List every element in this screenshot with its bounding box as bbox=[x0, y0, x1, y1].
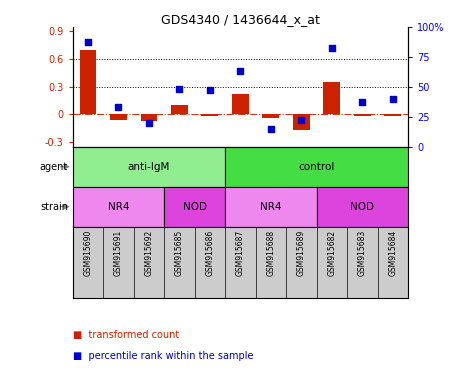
Text: NR4: NR4 bbox=[260, 202, 281, 212]
Text: GSM915683: GSM915683 bbox=[358, 230, 367, 276]
Text: ■  transformed count: ■ transformed count bbox=[73, 330, 179, 340]
Text: GSM915687: GSM915687 bbox=[236, 230, 245, 276]
Bar bbox=[354, 114, 371, 116]
Point bbox=[267, 126, 274, 132]
Text: anti-IgM: anti-IgM bbox=[128, 162, 170, 172]
Point bbox=[328, 45, 335, 51]
Text: control: control bbox=[298, 162, 335, 172]
Bar bbox=[171, 105, 188, 114]
Bar bbox=[317, 187, 408, 227]
Bar bbox=[232, 94, 249, 114]
Point bbox=[175, 86, 183, 92]
Point bbox=[114, 104, 122, 110]
Point bbox=[358, 99, 366, 106]
Bar bbox=[225, 187, 317, 227]
Text: GSM915685: GSM915685 bbox=[175, 230, 184, 276]
Text: GSM915691: GSM915691 bbox=[114, 230, 123, 276]
Bar bbox=[164, 187, 225, 227]
Bar bbox=[225, 147, 408, 187]
Text: GSM915689: GSM915689 bbox=[297, 230, 306, 276]
Text: GSM915682: GSM915682 bbox=[327, 230, 336, 276]
Point bbox=[206, 87, 213, 93]
Text: NOD: NOD bbox=[350, 202, 374, 212]
Bar bbox=[263, 114, 279, 118]
Text: GSM915690: GSM915690 bbox=[83, 230, 92, 276]
Bar bbox=[202, 114, 218, 116]
Bar bbox=[73, 187, 164, 227]
Point bbox=[389, 96, 396, 102]
Text: GSM915686: GSM915686 bbox=[205, 230, 214, 276]
Title: GDS4340 / 1436644_x_at: GDS4340 / 1436644_x_at bbox=[161, 13, 320, 26]
Text: GSM915688: GSM915688 bbox=[266, 230, 275, 276]
Point bbox=[84, 40, 92, 46]
Bar bbox=[73, 147, 225, 187]
Text: GSM915684: GSM915684 bbox=[388, 230, 397, 276]
Point bbox=[297, 117, 305, 123]
Text: agent: agent bbox=[40, 162, 68, 172]
Text: NOD: NOD bbox=[182, 202, 207, 212]
Bar bbox=[293, 114, 310, 130]
Text: NR4: NR4 bbox=[108, 202, 129, 212]
Text: ■  percentile rank within the sample: ■ percentile rank within the sample bbox=[73, 351, 253, 361]
Bar bbox=[324, 82, 340, 114]
Point bbox=[236, 68, 244, 74]
Bar bbox=[141, 114, 157, 121]
Bar bbox=[110, 114, 127, 120]
Bar bbox=[80, 50, 96, 114]
Text: GSM915692: GSM915692 bbox=[144, 230, 153, 276]
Point bbox=[145, 120, 153, 126]
Text: strain: strain bbox=[40, 202, 68, 212]
Bar bbox=[385, 114, 401, 116]
